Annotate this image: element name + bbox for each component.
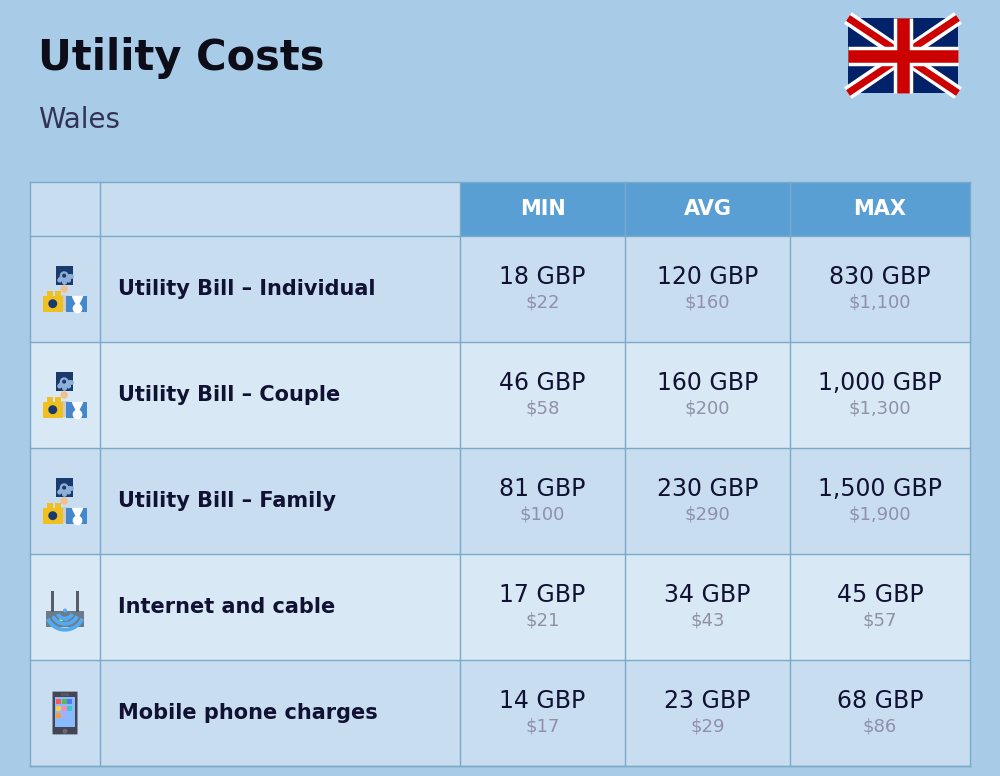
Bar <box>625 182 790 236</box>
Bar <box>56 713 61 718</box>
Text: $58: $58 <box>525 400 560 418</box>
Text: 18 GBP: 18 GBP <box>499 265 586 289</box>
Text: 81 GBP: 81 GBP <box>499 477 586 501</box>
Text: 14 GBP: 14 GBP <box>499 689 586 713</box>
Bar <box>47 291 53 297</box>
FancyBboxPatch shape <box>53 691 77 734</box>
Bar <box>56 372 73 391</box>
Circle shape <box>59 617 63 622</box>
Text: AVG: AVG <box>684 199 732 219</box>
Text: $21: $21 <box>525 612 560 630</box>
Circle shape <box>60 286 68 293</box>
Text: $1,100: $1,100 <box>849 294 911 312</box>
Bar <box>76 591 79 612</box>
Circle shape <box>63 608 67 612</box>
Text: Utility Costs: Utility Costs <box>38 37 324 79</box>
Text: MIN: MIN <box>520 199 565 219</box>
Bar <box>60 295 69 311</box>
Text: 1,000 GBP: 1,000 GBP <box>818 371 942 395</box>
Circle shape <box>60 391 68 399</box>
Bar <box>30 554 970 660</box>
Bar <box>61 694 69 696</box>
Bar <box>55 291 61 297</box>
Text: $29: $29 <box>690 718 725 736</box>
Bar <box>55 697 75 727</box>
Bar <box>55 503 61 509</box>
Text: $1,300: $1,300 <box>849 400 911 418</box>
Text: Internet and cable: Internet and cable <box>118 597 335 617</box>
Text: $17: $17 <box>525 718 560 736</box>
Bar <box>56 478 73 497</box>
Text: 45 GBP: 45 GBP <box>837 583 923 607</box>
Bar <box>51 591 54 612</box>
Bar <box>47 503 53 509</box>
Text: Utility Bill – Individual: Utility Bill – Individual <box>118 279 376 299</box>
Bar <box>62 713 67 718</box>
Text: Wales: Wales <box>38 106 120 134</box>
Bar <box>66 296 87 312</box>
Bar <box>60 401 69 417</box>
Circle shape <box>59 482 70 493</box>
Bar <box>60 508 69 523</box>
Bar <box>30 236 970 342</box>
Text: $1,900: $1,900 <box>849 506 911 524</box>
Text: MAX: MAX <box>854 199 906 219</box>
Text: Mobile phone charges: Mobile phone charges <box>118 703 378 723</box>
Bar <box>67 699 72 704</box>
Bar <box>55 397 61 403</box>
Text: 160 GBP: 160 GBP <box>657 371 758 395</box>
Text: $43: $43 <box>690 612 725 630</box>
Circle shape <box>48 511 57 520</box>
Circle shape <box>48 405 57 414</box>
Bar <box>43 296 63 312</box>
Bar <box>56 699 61 704</box>
Text: $100: $100 <box>520 506 565 524</box>
Circle shape <box>62 486 66 490</box>
Bar <box>62 706 67 711</box>
Bar <box>56 706 61 711</box>
Bar <box>66 402 87 418</box>
Bar <box>30 182 460 236</box>
Bar <box>62 699 67 704</box>
Bar <box>30 182 970 766</box>
Circle shape <box>62 379 66 383</box>
Text: 230 GBP: 230 GBP <box>657 477 758 501</box>
Circle shape <box>59 270 70 281</box>
Text: 830 GBP: 830 GBP <box>829 265 931 289</box>
Circle shape <box>60 497 68 504</box>
Bar <box>47 397 53 403</box>
Text: $200: $200 <box>685 400 730 418</box>
Bar <box>43 508 63 524</box>
Bar <box>30 448 970 554</box>
Text: 46 GBP: 46 GBP <box>499 371 586 395</box>
Bar <box>66 508 87 524</box>
Text: $290: $290 <box>685 506 730 524</box>
Text: 68 GBP: 68 GBP <box>837 689 923 713</box>
Text: $22: $22 <box>525 294 560 312</box>
Circle shape <box>48 300 57 308</box>
Circle shape <box>64 617 68 622</box>
Bar <box>67 706 72 711</box>
Circle shape <box>63 729 67 733</box>
Text: 23 GBP: 23 GBP <box>664 689 751 713</box>
Text: 120 GBP: 120 GBP <box>657 265 758 289</box>
Text: Utility Bill – Couple: Utility Bill – Couple <box>118 385 340 405</box>
Bar <box>30 660 970 766</box>
Text: Utility Bill – Family: Utility Bill – Family <box>118 491 336 511</box>
Bar <box>56 266 73 286</box>
Text: 17 GBP: 17 GBP <box>499 583 586 607</box>
Text: $86: $86 <box>863 718 897 736</box>
Text: 1,500 GBP: 1,500 GBP <box>818 477 942 501</box>
Circle shape <box>62 274 66 278</box>
Bar <box>460 182 625 236</box>
Text: $57: $57 <box>863 612 897 630</box>
Bar <box>848 18 958 93</box>
Bar <box>46 611 84 627</box>
Bar <box>43 402 63 418</box>
Text: 34 GBP: 34 GBP <box>664 583 751 607</box>
Bar <box>30 342 970 448</box>
Text: $160: $160 <box>685 294 730 312</box>
Circle shape <box>59 376 70 387</box>
Bar <box>790 182 970 236</box>
